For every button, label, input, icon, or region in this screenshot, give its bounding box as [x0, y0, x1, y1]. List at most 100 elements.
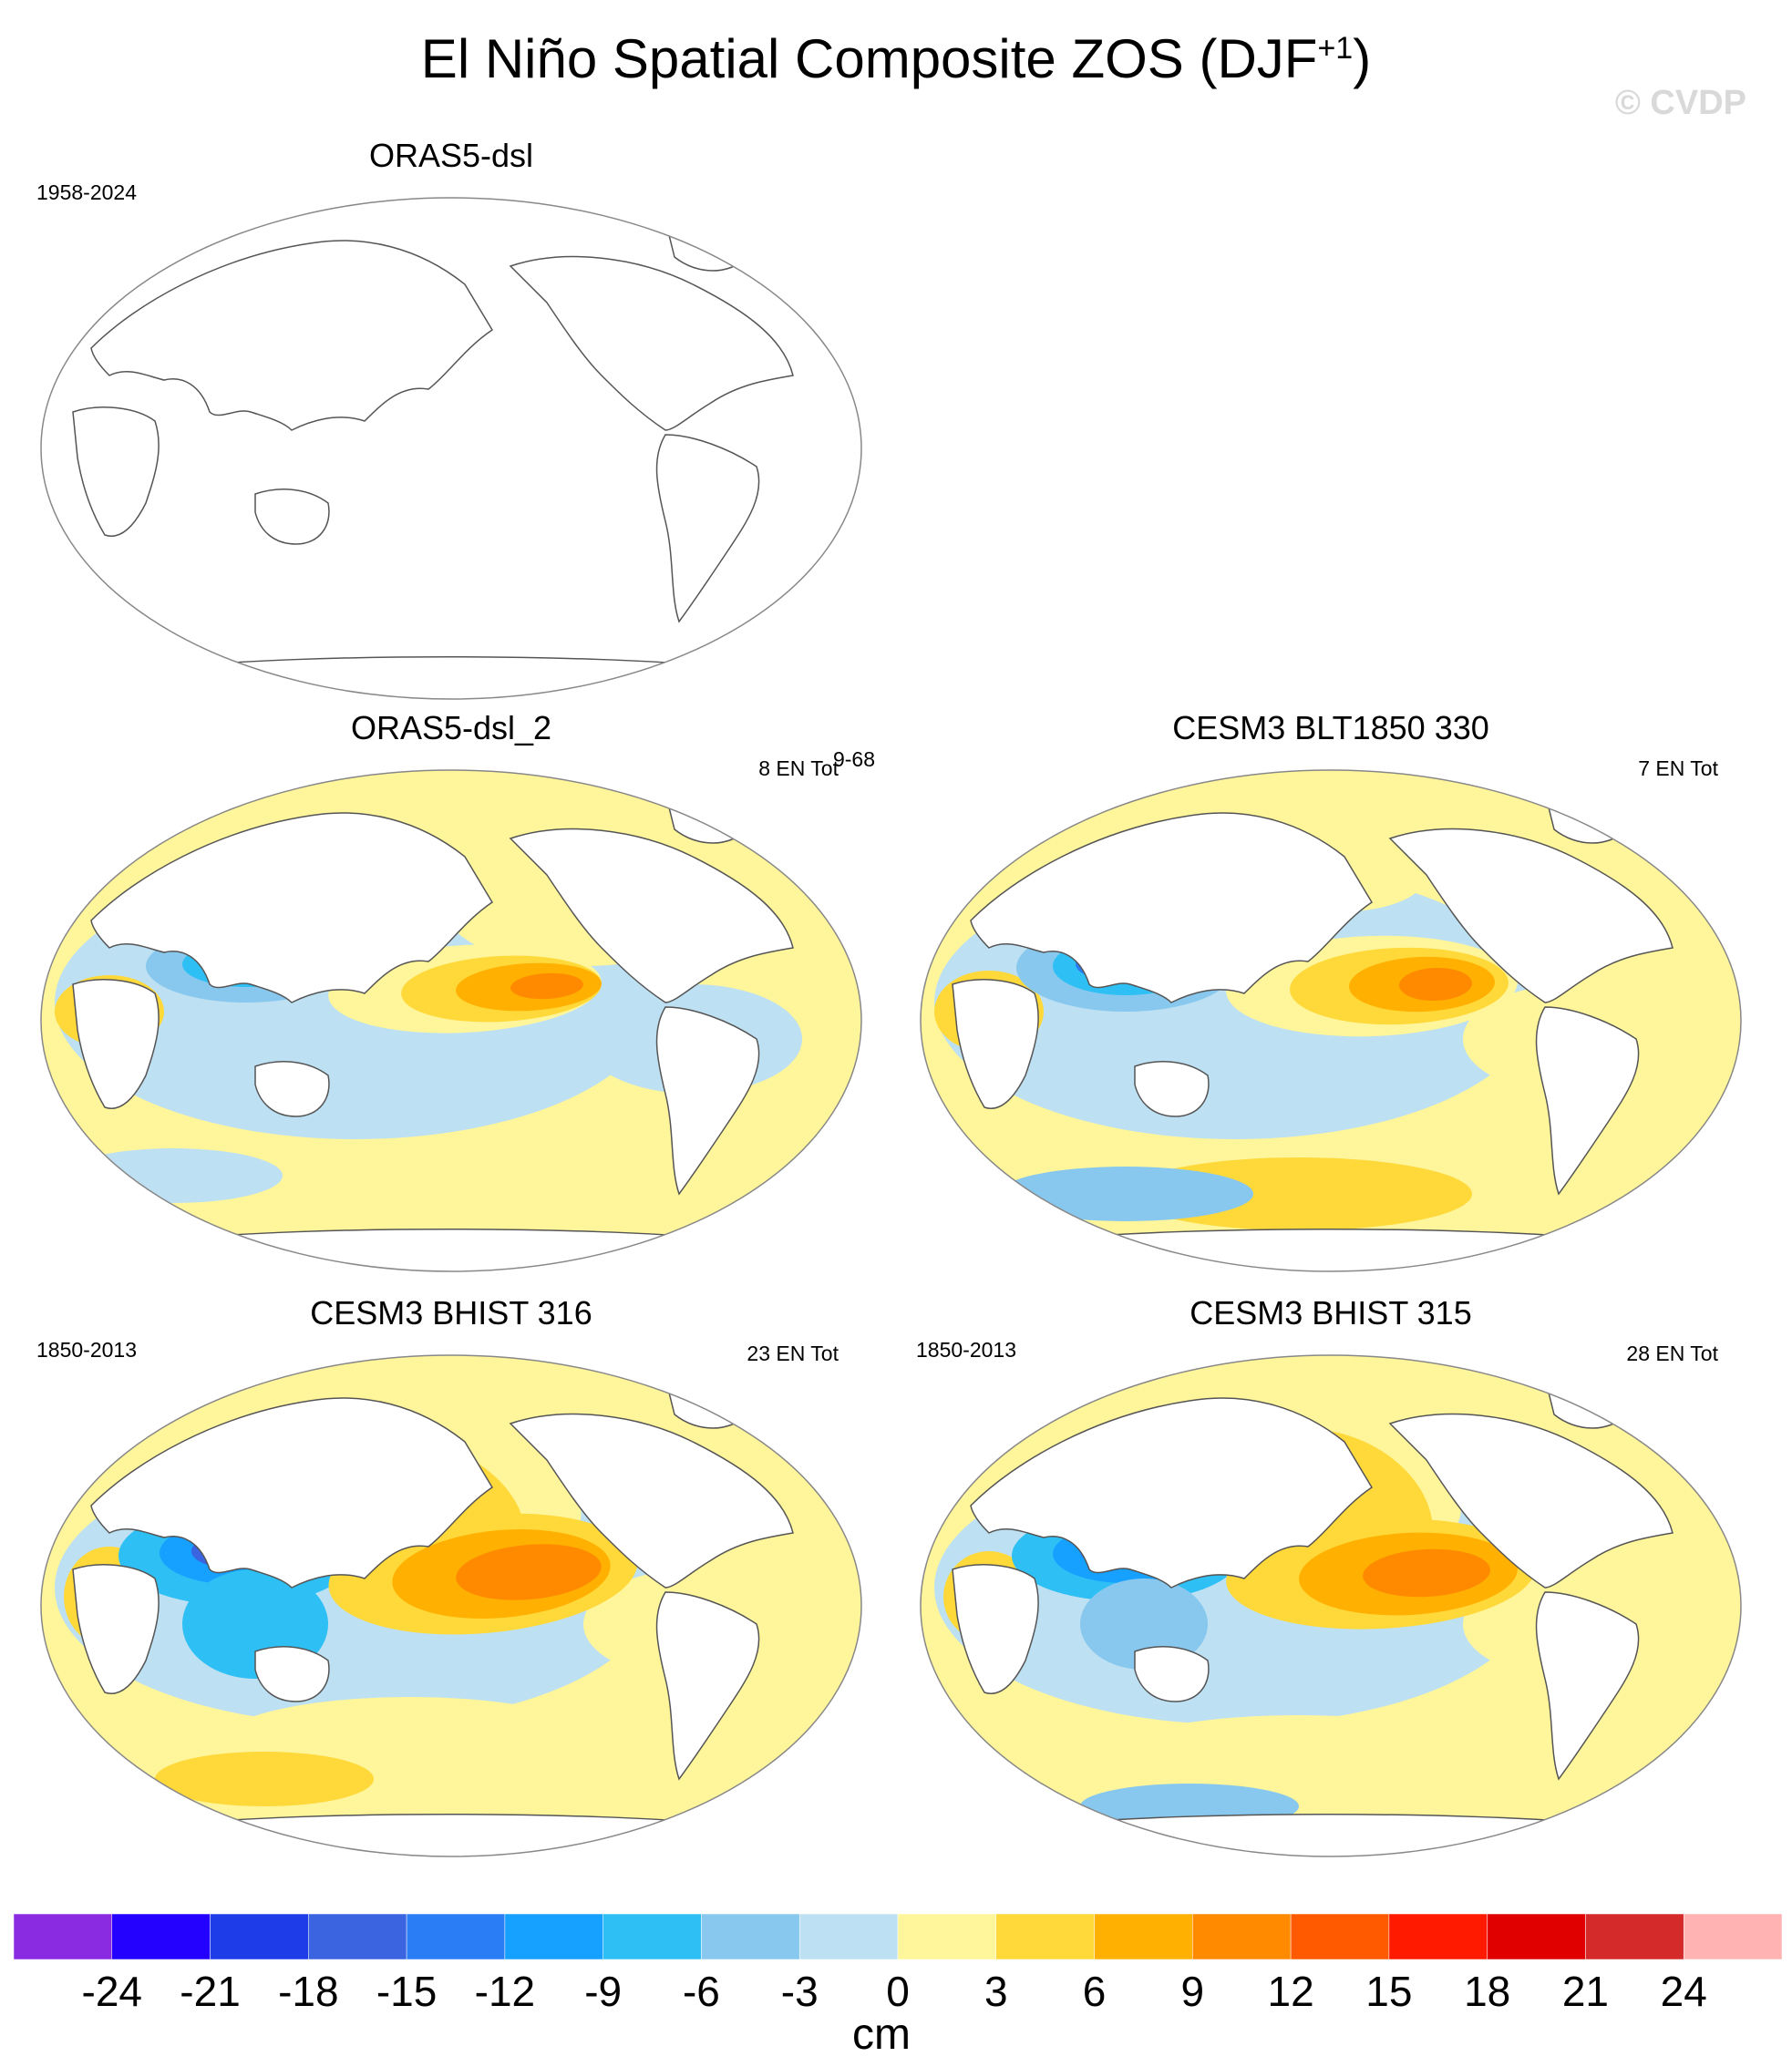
land-outline [952, 1564, 1039, 1694]
colorbar-tick-label: 21 [1561, 1968, 1610, 2015]
colorbar-tick-label: -3 [780, 1968, 819, 2015]
colorbar-box [897, 1913, 997, 1960]
map-projection [920, 1354, 1742, 1857]
land-outline [655, 434, 760, 623]
colorbar-tick-label: 6 [1082, 1968, 1107, 2015]
land-outline [72, 979, 160, 1109]
colorbar-box [210, 1913, 309, 1960]
colorbar-units: cm [852, 2010, 911, 2059]
panel-event-count: 8 EN Tot [758, 756, 839, 780]
colorbar-tick-label: -18 [278, 1968, 339, 2015]
panel-title: CESM3 BLT1850 330 [1172, 709, 1489, 746]
colorbar-box [1585, 1913, 1684, 1960]
colorbar-box [111, 1913, 211, 1960]
map-border [920, 1354, 1742, 1857]
map-border [40, 197, 862, 700]
panel-event-count: 28 EN Tot [1626, 1342, 1718, 1365]
map-panel-p1: ORAS5-dsl 1958-2024 [36, 137, 866, 702]
colorbar-box [1388, 1913, 1488, 1960]
anomaly-region [155, 1752, 374, 1806]
map-panel-p2: ORAS5-dsl_2 8 EN Tot 9-68 [36, 709, 875, 1274]
anomaly-region [64, 1148, 283, 1203]
land-outline [172, 1229, 730, 1271]
colorbar-box [1683, 1913, 1783, 1960]
colorbar-tick-label: 3 [984, 1968, 1008, 2015]
land-outline [509, 255, 794, 431]
colorbar-box [1487, 1913, 1586, 1960]
colorbar-tick-label: 0 [886, 1968, 910, 2015]
panel-period-label: 1850-2013 [916, 1338, 1016, 1362]
colorbar-tick-label: -6 [682, 1968, 720, 2015]
land-outline [90, 1397, 494, 1589]
panel-title: CESM3 BHIST 316 [310, 1294, 592, 1332]
panel-title: ORAS5-dsl [368, 137, 534, 174]
anomaly-region [264, 1148, 574, 1221]
colorbar-box [406, 1913, 506, 1960]
colorbar-tick-label: -12 [474, 1968, 536, 2015]
land-outline [952, 979, 1039, 1109]
colorbar-tick-label: -9 [584, 1968, 623, 2015]
land-outline [254, 1646, 330, 1702]
colorbar-box [504, 1913, 603, 1960]
colorbar-boxes [13, 1913, 1783, 1960]
map-projection [40, 769, 862, 1272]
colorbar-tick-label: 12 [1267, 1968, 1314, 2015]
colorbar-box [995, 1913, 1095, 1960]
anomaly-region [1080, 1579, 1208, 1670]
colorbar-tick-label: 15 [1365, 1968, 1413, 2015]
land-outline [1388, 1413, 1674, 1589]
panel-extra-label: 9-68 [832, 747, 875, 771]
panel-period-label: 1958-2024 [36, 180, 137, 204]
anomaly-region [998, 1167, 1253, 1221]
watermark: © CVDP [1614, 84, 1746, 122]
land-outline [655, 1006, 760, 1196]
colorbar-box [308, 1913, 407, 1960]
land-outline [655, 1591, 760, 1781]
colorbar-box [701, 1913, 800, 1960]
anomaly-region [456, 1544, 602, 1600]
colorbar-tick-label: -21 [180, 1968, 241, 2015]
land-outline [1388, 828, 1674, 1003]
land-outline [172, 1814, 730, 1856]
map-projection [40, 197, 862, 700]
figure-title: El Niño Spatial Composite ZOS (DJF+1) [420, 28, 1372, 89]
anomaly-region [1117, 1715, 1481, 1788]
land-outline [509, 1413, 794, 1589]
map-projection [920, 769, 1742, 1272]
map-panel-p5: CESM3 BHIST 315 1850-2013 28 EN Tot [916, 1294, 1746, 1859]
colorbar-tick-label: -24 [81, 1968, 142, 2015]
land-outline [254, 1061, 330, 1117]
colorbar-box [13, 1913, 113, 1960]
land-outline [72, 406, 160, 537]
land-outline [509, 828, 794, 1003]
colorbar-box [798, 1913, 899, 1960]
land-outline [90, 812, 494, 1003]
map-border [40, 769, 862, 1272]
colorbar-tick-label: 24 [1660, 1968, 1707, 2015]
land-outline [1052, 1229, 1610, 1271]
panel-title: CESM3 BHIST 315 [1190, 1294, 1472, 1332]
land-outline [1535, 1006, 1640, 1196]
panel-title: ORAS5-dsl_2 [350, 709, 552, 746]
colorbar [13, 1913, 1783, 1964]
panel-period-label: 1850-2013 [36, 1338, 137, 1362]
colorbar-box [1094, 1913, 1193, 1960]
land-outline [970, 1397, 1374, 1589]
colorbar-tick-label: 9 [1180, 1968, 1205, 2015]
anomaly-region [1363, 1548, 1490, 1598]
land-outline [1134, 1061, 1210, 1117]
colorbar-box [1290, 1913, 1390, 1960]
land-outline [254, 488, 330, 545]
anomaly-region [510, 972, 583, 1000]
map-border [920, 769, 1742, 1272]
land-outline [90, 240, 494, 431]
colorbar-box [1192, 1913, 1292, 1960]
map-projection [40, 1354, 862, 1857]
land-outline [1134, 1646, 1210, 1702]
colorbar-tick-label: -15 [376, 1968, 438, 2015]
colorbar-box [602, 1913, 702, 1960]
anomaly-region [1399, 967, 1472, 1002]
map-panel-p3: CESM3 BLT1850 330 7 EN Tot [916, 709, 1746, 1274]
land-outline [970, 812, 1374, 1003]
panel-event-count: 23 EN Tot [747, 1342, 839, 1365]
